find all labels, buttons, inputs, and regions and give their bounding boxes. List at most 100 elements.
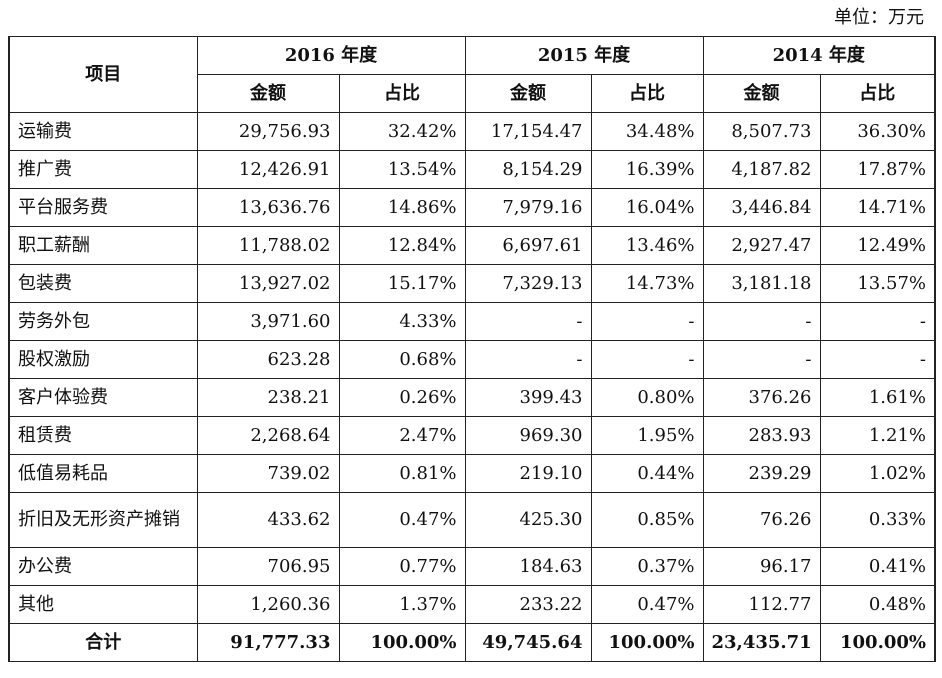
header-amount: 金额 (196, 74, 340, 113)
ratio-cell: 12.84% (338, 226, 466, 265)
header-amount: 金额 (702, 74, 821, 113)
header-ratio: 占比 (819, 74, 936, 113)
amount-cell: 433.62 (196, 492, 340, 548)
ratio-cell: 0.47% (590, 585, 704, 624)
ratio-cell: - (819, 302, 936, 341)
table-row: 包装费 13,927.02 15.17% 7,329.13 14.73% 3,181.18… (8, 264, 936, 303)
ratio-cell: 16.04% (590, 188, 704, 227)
row-label: 平台服务费 (8, 188, 198, 227)
total-label: 合计 (8, 623, 198, 662)
table-row: 推广费 12,426.91 13.54% 8,154.29 16.39% 4,187.82… (8, 150, 936, 189)
ratio-cell: 0.80% (590, 378, 704, 417)
row-label: 股权激励 (8, 340, 198, 379)
total-cell: 100.00% (819, 623, 936, 662)
ratio-cell: 0.44% (590, 454, 704, 493)
amount-cell: 7,979.16 (464, 188, 592, 227)
amount-cell: 6,697.61 (464, 226, 592, 265)
ratio-cell: 0.41% (819, 547, 936, 586)
amount-cell: - (464, 302, 592, 341)
row-label: 租赁费 (8, 416, 198, 455)
amount-cell: 12,426.91 (196, 150, 340, 189)
row-label: 折旧及无形资产摊销 (8, 492, 198, 548)
row-label: 包装费 (8, 264, 198, 303)
amount-cell: 399.43 (464, 378, 592, 417)
header-year-2015: 2015 年度 (464, 36, 704, 75)
row-label: 办公费 (8, 547, 198, 586)
ratio-cell: 34.48% (590, 112, 704, 151)
amount-cell: 2,268.64 (196, 416, 340, 455)
ratio-cell: - (590, 340, 704, 379)
amount-cell: 7,329.13 (464, 264, 592, 303)
ratio-cell: 1.37% (338, 585, 466, 624)
amount-cell: 76.26 (702, 492, 821, 548)
ratio-cell: 32.42% (338, 112, 466, 151)
total-cell: 100.00% (338, 623, 466, 662)
row-label: 运输费 (8, 112, 198, 151)
ratio-cell: 0.85% (590, 492, 704, 548)
amount-cell: 425.30 (464, 492, 592, 548)
amount-cell: 376.26 (702, 378, 821, 417)
unit-note: 单位：万元 (834, 7, 924, 28)
ratio-cell: 16.39% (590, 150, 704, 189)
amount-cell: - (464, 340, 592, 379)
ratio-cell: 2.47% (338, 416, 466, 455)
ratio-cell: 4.33% (338, 302, 466, 341)
ratio-cell: 14.71% (819, 188, 936, 227)
ratio-cell: 36.30% (819, 112, 936, 151)
table-row: 运输费 29,756.93 32.42% 17,154.47 34.48% 8,507.7… (8, 112, 936, 151)
ratio-cell: 0.33% (819, 492, 936, 548)
row-label: 劳务外包 (8, 302, 198, 341)
ratio-cell: 1.61% (819, 378, 936, 417)
amount-cell: - (702, 302, 821, 341)
row-label: 客户体验费 (8, 378, 198, 417)
amount-cell: 13,636.76 (196, 188, 340, 227)
total-cell: 91,777.33 (196, 623, 340, 662)
row-label: 职工薪酬 (8, 226, 198, 265)
ratio-cell: 1.95% (590, 416, 704, 455)
row-label: 其他 (8, 585, 198, 624)
amount-cell: 623.28 (196, 340, 340, 379)
table-row: 其他 1,260.36 1.37% 233.22 0.47% 112.77 0.48% (8, 585, 936, 624)
amount-cell: 706.95 (196, 547, 340, 586)
amount-cell: 112.77 (702, 585, 821, 624)
ratio-cell: 12.49% (819, 226, 936, 265)
amount-cell: 4,187.82 (702, 150, 821, 189)
header-amount: 金额 (464, 74, 592, 113)
table-row: 职工薪酬 11,788.02 12.84% 6,697.61 13.46% 2,927.4… (8, 226, 936, 265)
ratio-cell: 0.81% (338, 454, 466, 493)
ratio-cell: 15.17% (338, 264, 466, 303)
table-row: 客户体验费 238.21 0.26% 399.43 0.80% 376.26 1.61% (8, 378, 936, 417)
ratio-cell: 0.77% (338, 547, 466, 586)
header-row-subcolumns: 金额 占比 金额 占比 金额 占比 (9, 74, 936, 113)
ratio-cell: 0.48% (819, 585, 936, 624)
table-body: 运输费 29,756.93 32.42% 17,154.47 34.48% 8,507.7… (8, 112, 936, 624)
ratio-cell: 14.86% (338, 188, 466, 227)
expense-table: 项目 2016 年度 2015 年度 2014 年度 金额 占比 金额 占比 金… (8, 36, 936, 662)
row-label: 推广费 (8, 150, 198, 189)
ratio-cell: - (590, 302, 704, 341)
amount-cell: 13,927.02 (196, 264, 340, 303)
ratio-cell: - (819, 340, 936, 379)
amount-cell: 184.63 (464, 547, 592, 586)
amount-cell: 29,756.93 (196, 112, 340, 151)
header-ratio: 占比 (338, 74, 466, 113)
table-row: 低值易耗品 739.02 0.81% 219.10 0.44% 239.29 1.02% (8, 454, 936, 493)
header-year-2016: 2016 年度 (196, 36, 466, 75)
amount-cell: 3,181.18 (702, 264, 821, 303)
amount-cell: 3,446.84 (702, 188, 821, 227)
table-row: 办公费 706.95 0.77% 184.63 0.37% 96.17 0.41% (8, 547, 936, 586)
amount-cell: 96.17 (702, 547, 821, 586)
table-row: 租赁费 2,268.64 2.47% 969.30 1.95% 283.93 1.21% (8, 416, 936, 455)
amount-cell: 17,154.47 (464, 112, 592, 151)
ratio-cell: 13.46% (590, 226, 704, 265)
table-row: 平台服务费 13,636.76 14.86% 7,979.16 16.04% 3,446.… (8, 188, 936, 227)
amount-cell: 2,927.47 (702, 226, 821, 265)
header-ratio: 占比 (590, 74, 704, 113)
table-row: 劳务外包 3,971.60 4.33% - - - - (8, 302, 936, 341)
header-row-years: 项目 2016 年度 2015 年度 2014 年度 (8, 36, 936, 113)
ratio-cell: 17.87% (819, 150, 936, 189)
amount-cell: - (702, 340, 821, 379)
ratio-cell: 0.26% (338, 378, 466, 417)
amount-cell: 3,971.60 (196, 302, 340, 341)
ratio-cell: 1.21% (819, 416, 936, 455)
